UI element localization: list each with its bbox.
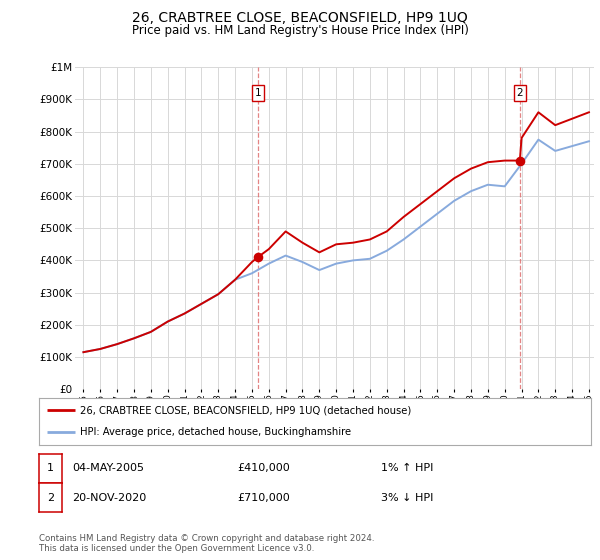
Text: 26, CRABTREE CLOSE, BEACONSFIELD, HP9 1UQ (detached house): 26, CRABTREE CLOSE, BEACONSFIELD, HP9 1U…: [80, 405, 412, 416]
Text: HPI: Average price, detached house, Buckinghamshire: HPI: Average price, detached house, Buck…: [80, 427, 352, 437]
Text: £710,000: £710,000: [237, 493, 290, 503]
Text: Price paid vs. HM Land Registry's House Price Index (HPI): Price paid vs. HM Land Registry's House …: [131, 24, 469, 37]
Point: [515, 156, 524, 165]
Text: Contains HM Land Registry data © Crown copyright and database right 2024.
This d: Contains HM Land Registry data © Crown c…: [39, 534, 374, 553]
Text: 1% ↑ HPI: 1% ↑ HPI: [381, 463, 433, 473]
Text: 20-NOV-2020: 20-NOV-2020: [72, 493, 146, 503]
Text: £410,000: £410,000: [237, 463, 290, 473]
Text: 2: 2: [47, 493, 54, 503]
Point: [253, 253, 263, 262]
Text: 2: 2: [517, 88, 523, 98]
Text: 1: 1: [254, 88, 261, 98]
Text: 3% ↓ HPI: 3% ↓ HPI: [381, 493, 433, 503]
Text: 04-MAY-2005: 04-MAY-2005: [72, 463, 144, 473]
Text: 1: 1: [47, 463, 54, 473]
Text: 26, CRABTREE CLOSE, BEACONSFIELD, HP9 1UQ: 26, CRABTREE CLOSE, BEACONSFIELD, HP9 1U…: [132, 11, 468, 25]
